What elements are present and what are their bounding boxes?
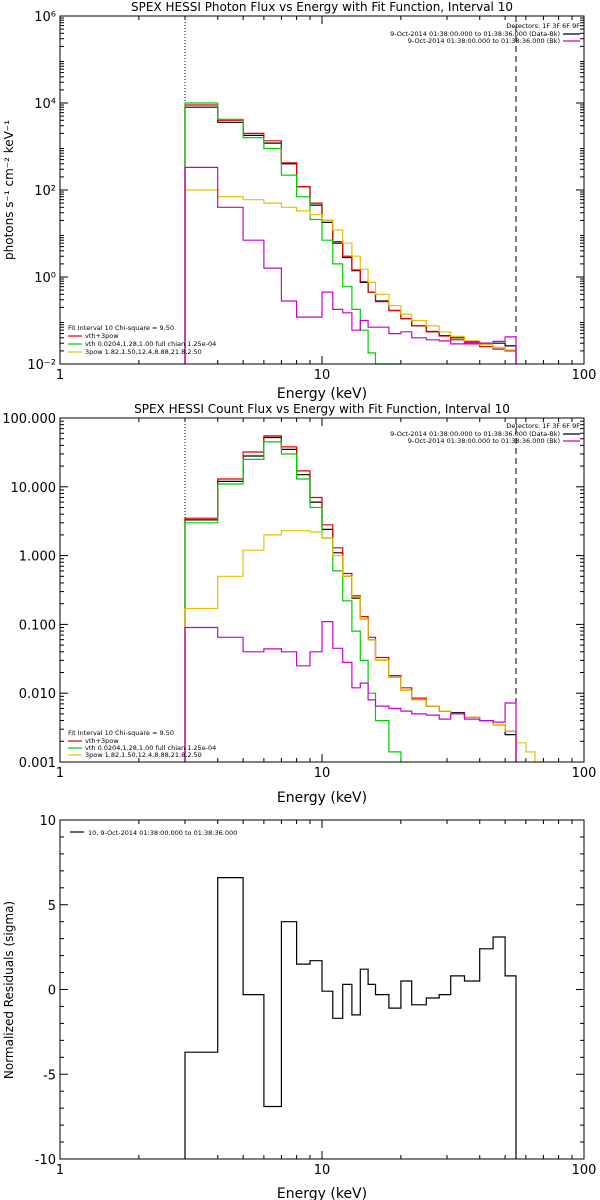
y-tick-label: 10⁻² (27, 358, 56, 373)
photon-flux-chart-title: SPEX HESSI Photon Flux vs Energy with Fi… (131, 0, 513, 14)
photon-flux-series-group (184, 102, 517, 365)
x-tick-label: 100 (572, 1163, 597, 1178)
photon-flux-x-axis-label: Energy (keV) (277, 386, 367, 402)
y-tick-label: 10⁴ (34, 97, 56, 112)
count-flux-legend-entry-bk: 9-Oct-2014 01:38:00.000 to 01:38:36.000 … (408, 437, 560, 445)
series-vth-3pow (184, 104, 517, 364)
residuals-plot-frame (59, 819, 585, 1160)
series-data-bk (184, 436, 517, 762)
residuals-panel: Normalized Residuals (sigma) Energy (keV… (2, 814, 596, 1200)
residuals-x-axis-label: Energy (keV) (277, 1186, 367, 1200)
series-bk (184, 621, 517, 762)
count-flux-x-axis-label: Energy (keV) (277, 790, 367, 806)
residuals-axis-ticks: 1 10 100 -10 -5 0 5 10 (35, 814, 597, 1178)
series-data-bk (184, 106, 517, 364)
x-tick-label: 10 (314, 766, 331, 781)
x-tick-label: 1 (56, 766, 64, 781)
photon-flux-legend-entry-bk: 9-Oct-2014 01:38:00.000 to 01:38:36.000 … (408, 37, 560, 45)
photon-flux-legend-top-right: Detectors: 1F 3F 6F 9F 9-Oct-2014 01:38:… (390, 22, 580, 45)
x-tick-label: 1 (56, 1163, 64, 1178)
y-tick-label: 10⁶ (34, 10, 56, 25)
y-tick-label: 1.000 (19, 550, 56, 565)
photon-flux-fit-entry-vth-3pow: vth+3pow (85, 332, 119, 340)
photon-flux-plot-frame (59, 15, 585, 365)
y-tick-label: 10.000 (11, 481, 57, 496)
count-flux-fit-range-lines (184, 418, 517, 762)
photon-flux-legend-detectors: Detectors: 1F 3F 6F 9F (506, 22, 580, 30)
series-3pow (184, 189, 517, 364)
photon-flux-fit-entry-vth: vth 0.0204,1.28,1.00 full chian 1.25e-04 (85, 340, 216, 348)
count-flux-legend-fit: Fit Interval 10 Chi-square = 9.50 vth+3p… (68, 729, 216, 759)
series-vth-3pow (184, 435, 517, 762)
y-tick-label: 10⁰ (34, 271, 56, 286)
residuals-series-group (184, 877, 517, 1159)
y-tick-label: 0.001 (19, 756, 56, 771)
count-flux-fit-entry-3pow: 3pow 1.82,1.50,12.4,8.88,21.8,2.50 (85, 751, 202, 759)
series-vth (184, 102, 401, 365)
x-tick-label: 100 (572, 368, 597, 383)
y-tick-label: 100.000 (2, 412, 56, 427)
y-tick-label: -10 (35, 1153, 56, 1168)
photon-flux-legend-entry-data-bk: 9-Oct-2014 01:38:00.000 to 01:38:36.000 … (390, 30, 560, 38)
y-tick-label: 0.100 (19, 618, 56, 633)
y-tick-label: -5 (43, 1068, 56, 1083)
count-flux-legend-detectors: Detectors: 1F 3F 6F 9F (506, 422, 580, 430)
photon-flux-axis-ticks: 1 10 100 10⁻² 10⁰ 10² 10⁴ 10⁶ (27, 10, 596, 383)
y-tick-label: 10² (34, 184, 56, 199)
photon-flux-fit-entry-3pow: 3pow 1.82,1.50,12.4,8.88,21.8,2.50 (85, 348, 202, 356)
count-flux-chart-title: SPEX HESSI Count Flux vs Energy with Fit… (134, 402, 510, 416)
residuals-legend: 10. 9-Oct-2014 01:38:00.000 to 01:38:36.… (70, 829, 237, 837)
y-tick-label: 0.010 (19, 687, 56, 702)
photon-flux-fit-range-lines (184, 16, 517, 364)
count-flux-series-group (184, 435, 544, 763)
x-tick-label: 100 (572, 766, 597, 781)
y-tick-label: 0 (48, 984, 56, 999)
series-bk (184, 166, 517, 364)
y-tick-label: 5 (48, 899, 56, 914)
count-flux-legend-entry-data-bk: 9-Oct-2014 01:38:00.000 to 01:38:36.000 … (390, 430, 560, 438)
series-3pow (184, 530, 544, 763)
photon-flux-legend-fit: Fit Interval 10 Chi-square = 9.50 vth+3p… (68, 324, 216, 356)
residuals-y-axis-label: Normalized Residuals (sigma) (2, 901, 16, 1079)
count-flux-plot-frame (59, 417, 585, 763)
y-tick-label: 10 (39, 814, 56, 829)
photon-flux-panel: SPEX HESSI Photon Flux vs Energy with Fi… (2, 0, 596, 402)
count-flux-fit-entry-vth: vth 0.0204,1.28,1.00 full chian 1.25e-04 (85, 744, 216, 752)
series-10-9-oct-2014-01-38-00-000-to-01-38-36-000 (184, 877, 517, 1159)
residuals-legend-entry: 10. 9-Oct-2014 01:38:00.000 to 01:38:36.… (88, 829, 237, 837)
x-tick-label: 10 (314, 1163, 331, 1178)
count-flux-legend-top-right: Detectors: 1F 3F 6F 9F 9-Oct-2014 01:38:… (390, 422, 580, 445)
count-flux-panel: SPEX HESSI Count Flux vs Energy with Fit… (2, 402, 596, 806)
count-flux-fit-entry-vth-3pow: vth+3pow (85, 737, 119, 745)
count-flux-fit-header: Fit Interval 10 Chi-square = 9.50 (68, 729, 174, 737)
x-tick-label: 10 (314, 368, 331, 383)
photon-flux-fit-header: Fit Interval 10 Chi-square = 9.50 (68, 324, 174, 332)
x-tick-label: 1 (56, 368, 64, 383)
count-flux-axis-ticks: 1 10 100 0.001 0.010 0.100 1.000 10.000 100.000 (2, 412, 596, 781)
photon-flux-y-axis-label: photons s⁻¹ cm⁻² keV⁻¹ (2, 120, 16, 260)
